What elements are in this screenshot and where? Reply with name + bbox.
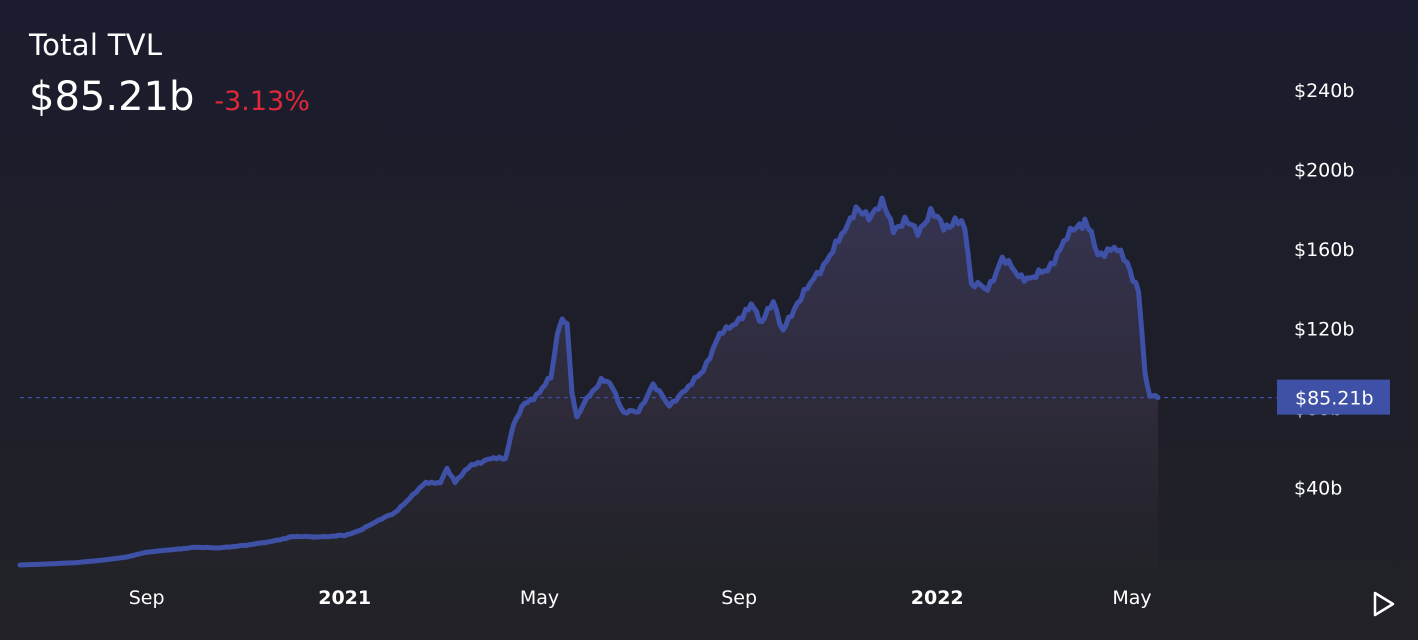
x-tick-label: May — [520, 587, 559, 609]
tvl-area — [20, 198, 1158, 567]
y-tick-label: $40b — [1294, 478, 1342, 500]
header: Total TVL $85.21b -3.13% — [29, 28, 310, 120]
value-row: $85.21b -3.13% — [29, 74, 310, 120]
x-tick-label: May — [1112, 587, 1151, 609]
chart-title: Total TVL — [29, 28, 163, 62]
y-tick-label: $120b — [1294, 319, 1354, 341]
x-axis: Sep 2021 May Sep 2022 May — [129, 587, 1152, 609]
current-value-label-text: $85.21b — [1295, 388, 1374, 410]
tvl-change: -3.13% — [214, 86, 310, 117]
tvl-value: $85.21b — [29, 74, 195, 120]
play-icon — [1373, 591, 1395, 617]
play-button[interactable] — [1370, 590, 1398, 618]
x-tick-label: 2021 — [318, 587, 371, 609]
x-tick-label: Sep — [721, 587, 757, 609]
y-tick-label: $200b — [1294, 160, 1354, 182]
y-tick-label: $160b — [1294, 239, 1354, 261]
x-tick-label: 2022 — [911, 587, 964, 609]
tvl-line — [17, 195, 1161, 568]
current-value-label: $85.21b — [1277, 379, 1390, 415]
current-value-label-bg — [1277, 379, 1390, 415]
y-tick-label: $240b — [1294, 80, 1354, 102]
x-tick-label: Sep — [129, 587, 165, 609]
y-axis: $40b$80b$120b$160b$200b$240b — [1294, 80, 1354, 500]
